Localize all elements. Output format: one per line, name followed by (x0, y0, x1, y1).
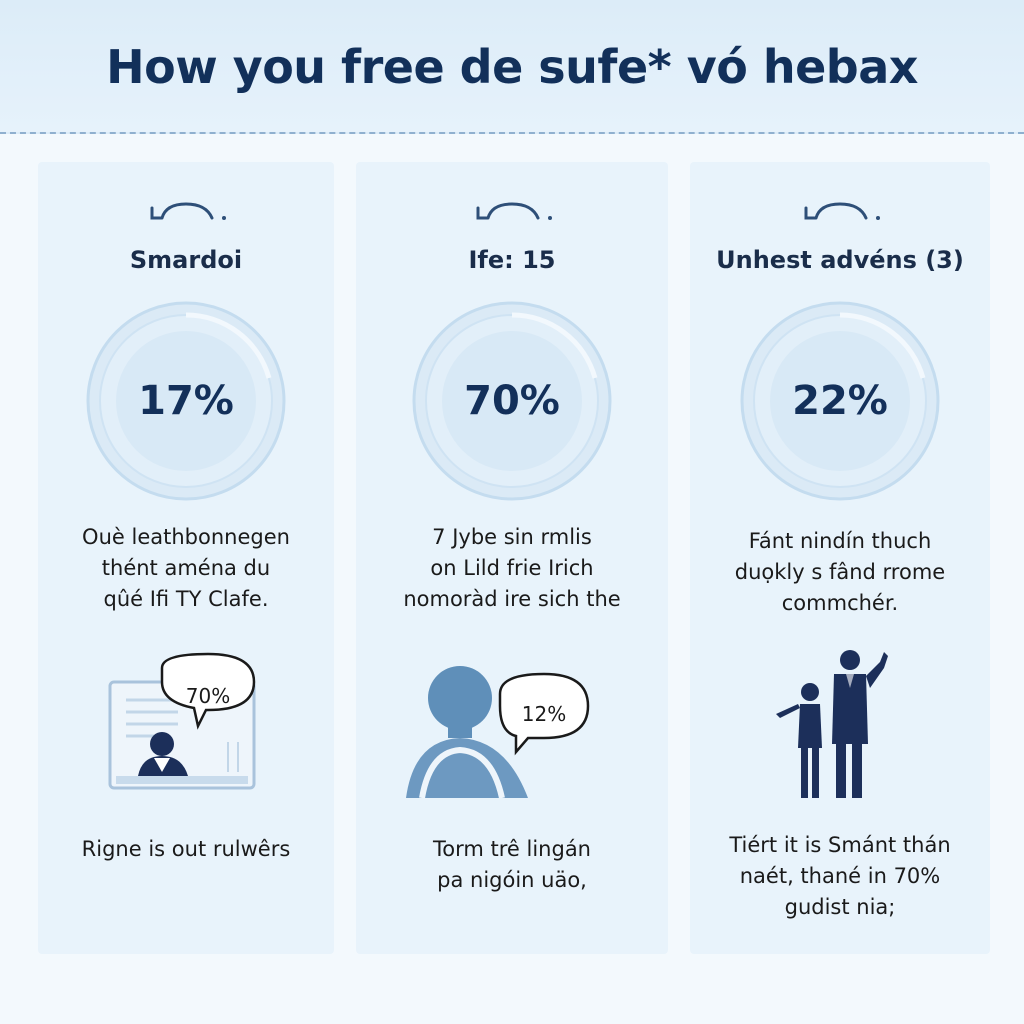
description-line: Ouè leathbonnegen (82, 525, 290, 549)
computer-screen-person-illustration (108, 652, 256, 790)
percent-value: 70% (464, 378, 560, 424)
card-description: 7 Jybe sin rmlis on Lild frie Irich nomo… (366, 522, 658, 615)
card-description: Fánt nindín thuch duọkly s fând rrome co… (700, 526, 980, 619)
card-footer: Torm trê lingán pa nigóin uäo, (366, 834, 658, 896)
glasses-icon (476, 202, 552, 220)
speech-bubble-text: 12% (521, 702, 567, 726)
footer-line: Tiért it is Smánt thán (729, 833, 951, 857)
description-line: commchér. (781, 591, 899, 615)
description-line: on Lild frie Irich (430, 556, 594, 580)
percent-ring (86, 301, 286, 501)
card-footer: Tiért it is Smánt thán naét, thané in 70… (700, 830, 980, 923)
description-line: Fánt nindín thuch (748, 529, 932, 553)
two-people-silhouettes-illustration (776, 650, 888, 798)
description-line: qûé Ifi TY Clafe. (103, 587, 269, 611)
stat-card-1: Smardoi 17% Ouè leathbonnegen thént amén… (38, 162, 334, 954)
card-heading: Ife: 15 (468, 246, 556, 274)
description-line: duọkly s fând rrome (734, 560, 946, 584)
header-banner (0, 0, 1024, 134)
footer-line: Torm trê lingán (433, 837, 591, 861)
card-heading: Unhest advéns (3) (716, 246, 964, 274)
footer-line: gudist nia; (784, 895, 896, 919)
percent-value: 17% (138, 378, 234, 424)
card-footer: Rigne is out rulwêrs (48, 834, 324, 865)
footer-line: pa nigóin uäo, (437, 868, 587, 892)
stat-card-2: Ife: 15 70% 7 Jybe sin rmlis on Lild fri… (356, 162, 668, 954)
description-line: nomoràd ire sich the (403, 587, 621, 611)
page-title: How you free de sufe* vó hebax (106, 40, 918, 94)
percent-ring (740, 301, 940, 501)
glasses-icon (150, 202, 226, 220)
person-bust-illustration (406, 666, 590, 799)
description-line: thént aména du (101, 556, 271, 580)
footer-line: Rigne is out rulwêrs (81, 837, 291, 861)
footer-line: naét, thané in 70% (739, 864, 941, 888)
percent-value: 22% (792, 378, 888, 424)
card-description: Ouè leathbonnegen thént aména du qûé Ifi… (48, 522, 324, 615)
stat-card-3: Unhest advéns (3) 22% Fánt nindín thuch … (690, 162, 990, 954)
description-line: 7 Jybe sin rmlis (432, 525, 592, 549)
speech-bubble-text: 70% (185, 684, 231, 708)
card-heading: Smardoi (129, 246, 243, 274)
glasses-icon (804, 202, 880, 220)
percent-ring (412, 301, 612, 501)
